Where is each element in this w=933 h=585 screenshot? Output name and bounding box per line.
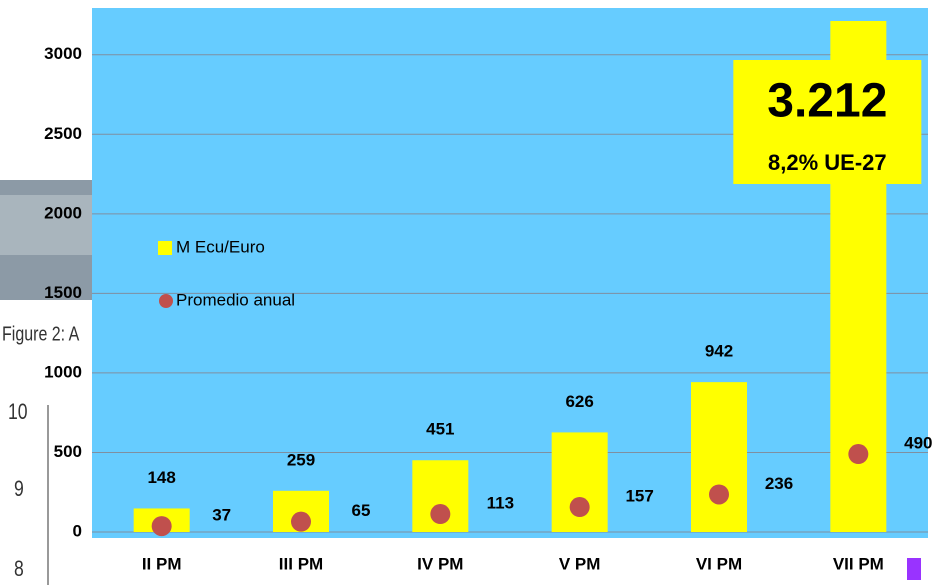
legend-swatch xyxy=(159,294,173,308)
y-tick-label: 2000 xyxy=(44,203,82,222)
background-text: 10 xyxy=(8,400,28,424)
bar-value-label: 942 xyxy=(705,342,733,361)
legend-label: Promedio anual xyxy=(176,290,295,309)
x-tick-label: II PM xyxy=(142,554,182,573)
average-dot xyxy=(569,497,590,518)
x-tick-label: IV PM xyxy=(417,554,463,573)
average-dot xyxy=(430,504,451,525)
legend-label: M Ecu/Euro xyxy=(176,237,265,256)
bar-value-label: 626 xyxy=(565,392,593,411)
average-label: 113 xyxy=(487,494,514,513)
x-tick-label: VI PM xyxy=(696,554,742,573)
average-label: 236 xyxy=(765,474,793,493)
bar xyxy=(551,432,608,532)
legend-swatch xyxy=(158,241,172,255)
x-tick-label: V PM xyxy=(559,554,601,573)
background-text: Figure 2: A xyxy=(2,323,80,345)
background-photo-highlight xyxy=(0,195,95,255)
corner-mark xyxy=(907,558,921,580)
annotation: 8,2% UE-27 xyxy=(768,150,887,175)
average-dot xyxy=(848,444,869,465)
y-tick-label: 1000 xyxy=(44,362,82,381)
average-label: 65 xyxy=(352,501,371,520)
background-text: 9 xyxy=(14,477,24,501)
bar-value-label: 148 xyxy=(147,468,175,487)
y-tick-label: 3000 xyxy=(44,44,82,63)
average-label: 490 xyxy=(904,434,932,453)
x-tick-label: III PM xyxy=(279,554,323,573)
bar-value-label: 451 xyxy=(426,420,454,439)
average-label: 37 xyxy=(212,506,231,525)
highlight-box xyxy=(733,60,922,184)
average-dot xyxy=(709,484,729,505)
average-label: 157 xyxy=(625,487,653,506)
y-tick-label: 2500 xyxy=(44,124,82,143)
average-dot xyxy=(151,516,172,537)
y-tick-label: 0 xyxy=(73,521,82,540)
bar-value-label: 259 xyxy=(287,450,315,469)
average-dot xyxy=(291,511,311,532)
x-tick-label: VII PM xyxy=(833,554,884,573)
y-tick-label: 500 xyxy=(54,442,82,461)
bar xyxy=(691,382,747,532)
bar-value-label: 3.212 xyxy=(767,75,887,128)
background-text: 8 xyxy=(14,557,24,581)
y-tick-label: 1500 xyxy=(44,283,82,302)
